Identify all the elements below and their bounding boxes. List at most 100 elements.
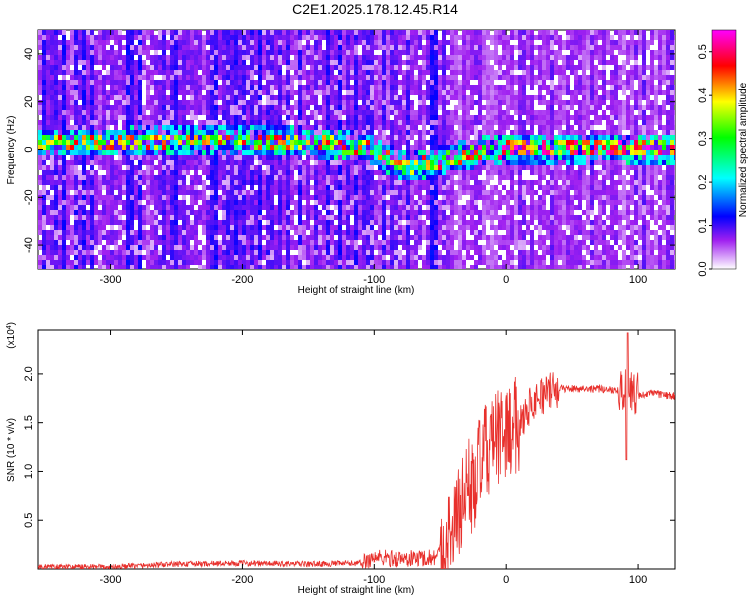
heatmap-cell — [126, 95, 130, 100]
heatmap-cell — [406, 130, 410, 135]
heatmap-cell — [102, 45, 106, 50]
heatmap-cell — [210, 115, 214, 120]
heatmap-cell — [234, 70, 238, 75]
heatmap-cell — [478, 235, 482, 240]
heatmap-cell — [370, 180, 374, 185]
heatmap-cell — [386, 215, 390, 220]
heatmap-cell — [282, 45, 286, 50]
heatmap-cell — [158, 165, 162, 170]
heatmap-cell — [230, 40, 234, 45]
heatmap-cell — [358, 40, 362, 45]
heatmap-cell — [86, 30, 90, 35]
heatmap-cell — [82, 215, 86, 220]
heatmap-cell — [158, 190, 162, 195]
heatmap-cell — [450, 165, 454, 170]
heatmap-cell — [66, 95, 70, 100]
heatmap-cell — [394, 215, 398, 220]
heatmap-cell — [86, 170, 90, 175]
heatmap-cell — [346, 240, 350, 245]
heatmap-cell — [346, 115, 350, 120]
heatmap-cell — [246, 30, 250, 35]
heatmap-cell — [474, 75, 478, 80]
heatmap-cell — [458, 80, 462, 85]
heatmap-cell — [98, 55, 102, 60]
heatmap-cell — [274, 125, 278, 130]
heatmap-cell — [250, 235, 254, 240]
heatmap-cell — [210, 205, 214, 210]
heatmap-cell — [70, 245, 74, 250]
heatmap-cell — [166, 240, 170, 245]
heatmap-cell — [342, 200, 346, 205]
heatmap-cell — [314, 260, 318, 265]
heatmap-cell — [158, 225, 162, 230]
heatmap-cell — [130, 95, 134, 100]
heatmap-cell — [354, 195, 358, 200]
heatmap-cell — [90, 55, 94, 60]
heatmap-cell — [302, 105, 306, 110]
heatmap-cell — [346, 85, 350, 90]
heatmap-cell — [266, 130, 270, 135]
heatmap-cell — [314, 235, 318, 240]
heatmap-cell — [106, 135, 110, 140]
heatmap-cell — [442, 105, 446, 110]
heatmap-cell — [158, 120, 162, 125]
heatmap-cell — [450, 220, 454, 225]
heatmap-cell — [326, 130, 330, 135]
heatmap-cell — [398, 125, 402, 130]
heatmap-cell — [46, 65, 50, 70]
heatmap-cell — [110, 200, 114, 205]
heatmap-cell — [366, 80, 370, 85]
heatmap-cell — [190, 70, 194, 75]
heatmap-cell — [218, 40, 222, 45]
heatmap-cell — [150, 195, 154, 200]
heatmap-cell — [434, 140, 438, 145]
heatmap-cell — [342, 220, 346, 225]
heatmap-cell — [38, 35, 42, 40]
heatmap-cell — [146, 255, 150, 260]
heatmap-cell — [270, 115, 274, 120]
heatmap-cell — [466, 30, 470, 35]
heatmap-cell — [362, 260, 366, 265]
heatmap-cell — [186, 40, 190, 45]
heatmap-cell — [302, 205, 306, 210]
heatmap-cell — [414, 265, 418, 269]
heatmap-cell — [378, 255, 382, 260]
heatmap-cell — [122, 145, 126, 150]
heatmap-cell — [318, 90, 322, 95]
heatmap-cell — [418, 120, 422, 125]
heatmap-cell — [206, 40, 210, 45]
heatmap-cell — [442, 180, 446, 185]
heatmap-cell — [182, 175, 186, 180]
heatmap-cell — [458, 220, 462, 225]
heatmap-cell — [94, 220, 98, 225]
heatmap-cell — [366, 245, 370, 250]
heatmap-cell — [254, 225, 258, 230]
heatmap-cell — [310, 260, 314, 265]
heatmap-cell — [374, 135, 378, 140]
heatmap-cell — [454, 85, 458, 90]
heatmap-cell — [314, 120, 318, 125]
heatmap-cell — [474, 230, 478, 235]
heatmap-cell — [402, 160, 406, 165]
heatmap-cell — [426, 90, 430, 95]
heatmap-cell — [406, 205, 410, 210]
heatmap-cell — [314, 180, 318, 185]
heatmap-cell — [222, 225, 226, 230]
heatmap-cell — [54, 155, 58, 160]
heatmap-cell — [110, 265, 114, 269]
heatmap-cell — [146, 100, 150, 105]
heatmap-cell — [298, 65, 302, 70]
heatmap-cell — [234, 225, 238, 230]
heatmap-cell — [226, 240, 230, 245]
heatmap-cell — [414, 125, 418, 130]
heatmap-cell — [250, 50, 254, 55]
heatmap-cell — [102, 255, 106, 260]
heatmap-cell — [446, 235, 450, 240]
heatmap-cell — [358, 135, 362, 140]
heatmap-cell — [286, 45, 290, 50]
heatmap-cell — [354, 240, 358, 245]
heatmap-cell — [278, 235, 282, 240]
heatmap-cell — [290, 155, 294, 160]
heatmap-cell — [258, 190, 262, 195]
heatmap-cell — [86, 240, 90, 245]
